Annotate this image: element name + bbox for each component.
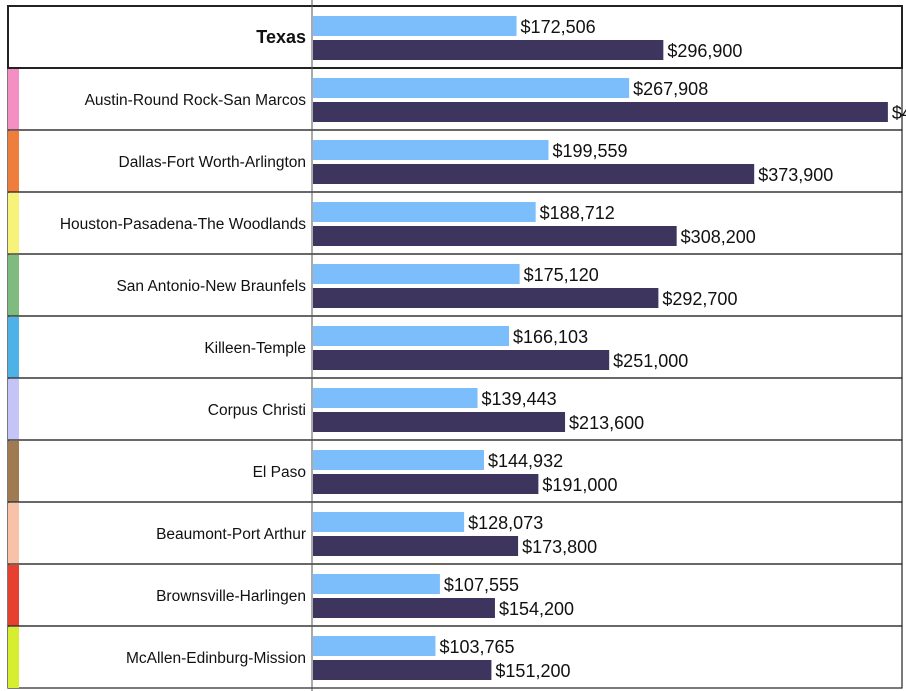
bar-series-2 (313, 164, 755, 184)
bar-series-2 (313, 474, 539, 494)
bar-series-2 (313, 412, 566, 432)
data-label: $139,443 (482, 389, 557, 409)
data-label: $308,200 (681, 227, 756, 247)
data-label: $144,932 (488, 451, 563, 471)
category-row: Houston-Pasadena-The Woodlands $188,712 $3… (7, 191, 903, 255)
bar-series-2 (313, 288, 659, 308)
data-label: $251,000 (613, 351, 688, 371)
data-label: $166,103 (513, 327, 588, 347)
category-label: Beaumont-Port Arthur (156, 526, 306, 543)
data-label: $175,120 (524, 265, 599, 285)
bar-series-1 (313, 636, 436, 656)
data-label: $103,765 (439, 637, 514, 657)
data-label: $107,555 (444, 575, 519, 595)
category-color-marker (8, 255, 19, 316)
data-label: $188,712 (540, 203, 615, 223)
category-color-marker (8, 441, 19, 502)
category-color-marker (8, 503, 19, 564)
category-label: Houston-Pasadena-The Woodlands (60, 216, 306, 233)
category-row: Corpus Christi $139,443 $213,600 (7, 377, 903, 441)
bar-series-1 (313, 574, 440, 594)
category-label: McAllen-Edinburg-Mission (126, 650, 306, 667)
category-label: San Antonio-New Braunfels (116, 278, 306, 295)
bar-series-1 (313, 326, 510, 346)
bar-series-1 (313, 140, 549, 160)
data-label: $373,900 (758, 165, 833, 185)
category-color-marker (8, 379, 19, 440)
bar-series-1 (313, 264, 520, 284)
category-label: Dallas-Fort Worth-Arlington (119, 154, 307, 171)
category-row: El Paso $144,932 $191,000 (7, 439, 903, 503)
data-label: $213,600 (569, 413, 644, 433)
category-label: Brownsville-Harlingen (156, 588, 306, 605)
bar-series-2 (313, 102, 888, 122)
data-label: $191,000 (542, 475, 617, 495)
bar-series-2 (313, 350, 610, 370)
category-color-marker (8, 131, 19, 192)
category-row: San Antonio-New Braunfels $175,120 $292,70… (7, 253, 903, 317)
bar-series-2 (313, 598, 495, 618)
category-color-marker (8, 193, 19, 254)
bar-series-2 (313, 226, 677, 246)
data-label: $292,700 (662, 289, 737, 309)
data-label: $173,800 (522, 537, 597, 557)
category-label: El Paso (253, 464, 306, 481)
category-row: Beaumont-Port Arthur $128,073 $173,800 (7, 501, 903, 565)
data-label: $487,200 (892, 103, 906, 123)
bar-series-2 (313, 536, 519, 556)
data-label: $154,200 (499, 599, 574, 619)
data-label: $151,200 (495, 661, 570, 681)
category-color-marker (8, 69, 19, 130)
category-row: Austin-Round Rock-San Marcos $267,908 $487… (7, 67, 906, 131)
category-label: Corpus Christi (208, 402, 306, 419)
category-label: Austin-Round Rock-San Marcos (85, 92, 307, 109)
category-color-marker (8, 627, 19, 688)
data-label: $128,073 (468, 513, 543, 533)
category-label: Texas (256, 27, 306, 47)
bar-series-2 (313, 40, 664, 60)
data-label: $199,559 (552, 141, 627, 161)
bar-series-1 (313, 512, 465, 532)
bar-series-1 (313, 202, 536, 222)
total-row: Texas $172,506 $296,900 (7, 5, 903, 69)
data-label: $267,908 (633, 79, 708, 99)
data-label: $172,506 (521, 17, 596, 37)
bar-series-2 (313, 660, 492, 680)
category-row: McAllen-Edinburg-Mission $103,765 $151,200 (7, 625, 903, 689)
category-label: Killeen-Temple (204, 340, 306, 357)
category-color-marker (8, 565, 19, 626)
category-row: Killeen-Temple $166,103 $251,000 (7, 315, 903, 379)
bar-series-1 (313, 450, 485, 470)
bar-series-1 (313, 388, 478, 408)
data-label: $296,900 (667, 41, 742, 61)
bar-series-1 (313, 16, 517, 36)
bar-series-1 (313, 78, 630, 98)
category-color-marker (8, 317, 19, 378)
category-row: Dallas-Fort Worth-Arlington $199,559 $373,… (7, 129, 903, 193)
category-row: Brownsville-Harlingen $107,555 $154,200 (7, 563, 903, 627)
